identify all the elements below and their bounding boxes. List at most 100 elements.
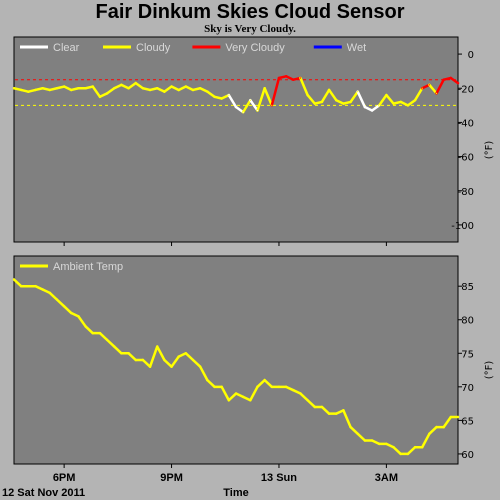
sky-point	[170, 85, 173, 88]
sky-segment	[234, 105, 245, 114]
sky-segment	[241, 98, 252, 114]
ambient-segment	[48, 291, 59, 301]
ambient-point	[400, 453, 402, 455]
ambient-ytick-label: 60	[461, 450, 474, 461]
sky-point	[206, 91, 208, 93]
sky-point	[328, 89, 330, 91]
sky-segment	[320, 88, 331, 104]
sky-ytick-label: -100	[451, 221, 474, 232]
sky-point	[70, 89, 72, 91]
sky-point	[49, 89, 51, 91]
ambient-segment	[155, 345, 166, 362]
ambient-point	[357, 433, 359, 435]
legend-label-wet: Wet	[347, 42, 366, 54]
sky-segment	[270, 76, 281, 107]
ambient-point	[85, 325, 87, 328]
ambient-segment	[370, 439, 381, 446]
sky-point	[385, 94, 387, 96]
sky-point	[371, 109, 373, 112]
sky-point	[285, 75, 287, 77]
ambient-segment	[306, 399, 317, 409]
ambient-segment	[292, 388, 302, 395]
sky-segment	[198, 87, 209, 93]
ambient-point	[264, 379, 266, 381]
ambient-point	[414, 446, 416, 448]
sky-point	[450, 77, 452, 79]
sky-point	[407, 104, 409, 106]
ambient-segment	[342, 409, 352, 429]
ambient-segment	[284, 385, 295, 392]
sky-point	[213, 96, 216, 98]
sky-segment	[284, 75, 295, 81]
ambient-point	[92, 332, 94, 334]
sky-point	[92, 85, 94, 88]
sky-segment	[227, 93, 238, 109]
ambient-ytick-label: 80	[461, 316, 474, 327]
ambient-point	[242, 396, 244, 398]
sky-point	[142, 87, 144, 89]
x-axis: 6PM 9PM 13 Sun 3AM	[53, 472, 398, 484]
xtick-label: 13 Sun	[261, 472, 297, 484]
ambient-segment	[170, 355, 180, 368]
ambient-segment	[177, 352, 188, 358]
sky-segment	[335, 98, 345, 105]
ambient-point	[34, 285, 37, 287]
sky-point	[342, 103, 345, 105]
ambient-segment	[70, 311, 80, 318]
ambient-segment	[206, 378, 216, 389]
ambient-point	[49, 292, 51, 294]
ambient-point	[70, 312, 72, 314]
sky-point	[299, 77, 302, 79]
ambient-point	[99, 332, 101, 334]
sky-segment	[449, 76, 460, 85]
ambient-ytick-label: 70	[461, 383, 474, 394]
ambient-segment	[98, 331, 109, 342]
x-axis-label: Time	[223, 487, 248, 499]
sky-segment	[170, 85, 180, 92]
sky-segment	[299, 76, 309, 97]
sky-point	[192, 89, 194, 91]
sky-plot-area	[13, 36, 459, 243]
date-label: 12 Sat Nov 2011	[2, 487, 85, 499]
ambient-segment	[256, 378, 266, 389]
sky-legend: Clear Cloudy Very Cloudy Wet	[20, 42, 366, 54]
sky-series-line	[12, 75, 460, 114]
ambient-ytick-label: 85	[461, 282, 474, 293]
ambient-point	[249, 399, 251, 401]
sky-point	[421, 87, 423, 89]
ambient-point	[185, 352, 187, 354]
ambient-point	[278, 386, 280, 388]
ambient-point	[77, 315, 80, 317]
sky-segment	[91, 85, 102, 99]
sky-segment	[370, 104, 381, 112]
ambient-point	[163, 359, 165, 361]
sky-point	[149, 89, 151, 91]
ambient-point	[321, 406, 323, 408]
ambient-point	[228, 399, 230, 401]
sky-segment	[113, 83, 123, 90]
sky-point	[13, 87, 15, 89]
sky-point	[127, 87, 130, 89]
ambient-point	[213, 386, 216, 388]
sky-segment	[327, 88, 338, 102]
ambient-point	[206, 379, 208, 381]
sky-segment	[206, 90, 216, 99]
sky-segment	[105, 87, 116, 95]
ambient-point	[328, 413, 330, 415]
ambient-y-axis-label: (°F)	[484, 361, 495, 380]
ambient-point	[13, 278, 15, 281]
ambient-point	[221, 386, 223, 388]
ambient-point	[120, 352, 123, 354]
ambient-point	[285, 386, 287, 388]
sky-point	[292, 79, 294, 81]
sky-segment	[134, 81, 145, 90]
ambient-segment	[191, 358, 202, 368]
xtick-label: 9PM	[160, 472, 183, 484]
ambient-segment	[335, 409, 345, 415]
ambient-point	[235, 392, 237, 395]
sky-point	[34, 89, 37, 91]
ambient-point	[27, 285, 29, 287]
sky-ytick-label: -80	[458, 187, 474, 198]
sky-ytick-label: -60	[458, 153, 474, 164]
ambient-segment	[234, 392, 245, 399]
